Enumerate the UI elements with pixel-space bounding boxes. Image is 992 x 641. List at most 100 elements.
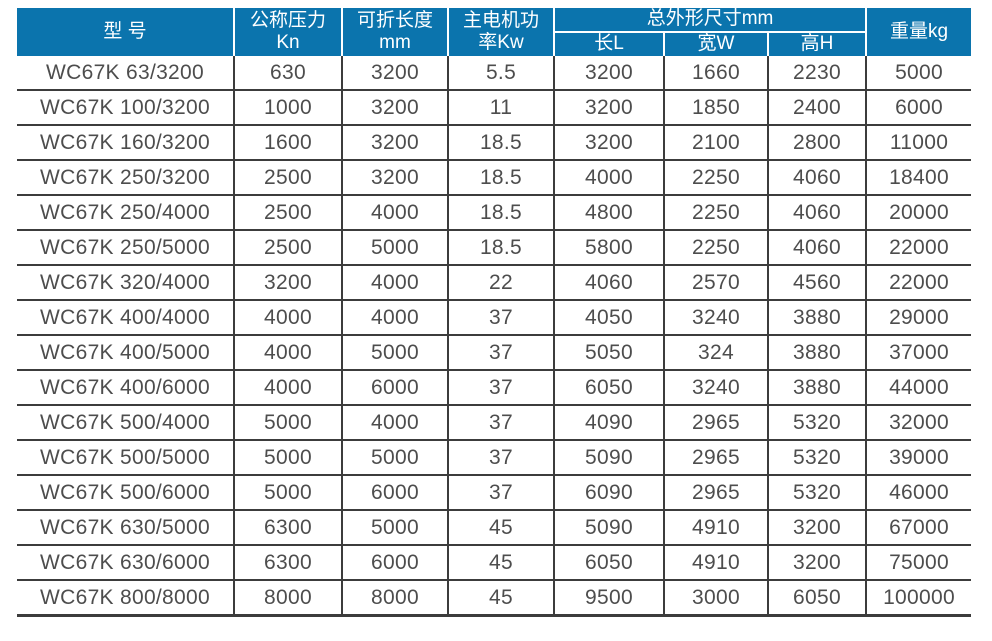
dim-h-cell: 3880 [766, 299, 867, 335]
motor-power-cell: 37 [447, 369, 554, 405]
weight-cell: 22000 [865, 264, 972, 300]
header-dim-length: 长L [553, 32, 664, 56]
dim-h-cell: 5320 [766, 439, 867, 475]
dim-l-cell: 3200 [553, 56, 664, 90]
fold-length-cell: 5000 [341, 439, 448, 475]
dim-l-cell: 4050 [553, 299, 664, 335]
dim-w-cell: 2965 [663, 404, 768, 440]
model-cell: WC67K 100/3200 [17, 89, 234, 125]
header-motor-power: 主电机功 率Kw [447, 8, 554, 56]
motor-power-cell: 18.5 [447, 124, 554, 160]
header-row-sub: 长L 宽W 高H [17, 32, 971, 56]
table-row: WC67K 630/5000 6300 5000 45 5090 4910 32… [17, 509, 972, 545]
table-row: WC67K 500/6000 5000 6000 37 6090 2965 53… [17, 474, 972, 510]
table-row: WC67K 800/8000 8000 8000 45 9500 3000 60… [17, 579, 972, 617]
dim-h-cell: 5320 [766, 474, 867, 510]
header-motor-power-label-2: 率Kw [478, 32, 524, 53]
pressure-cell: 4000 [233, 299, 342, 335]
header-fold-length: 可折长度 mm [341, 8, 448, 56]
dim-l-cell: 4060 [553, 264, 664, 300]
table-row: WC67K 630/6000 6300 6000 45 6050 4910 32… [17, 544, 972, 580]
pressure-cell: 8000 [233, 579, 342, 617]
dim-w-cell: 3000 [663, 579, 768, 617]
motor-power-cell: 37 [447, 334, 554, 370]
weight-cell: 75000 [865, 544, 972, 580]
motor-power-cell: 37 [447, 474, 554, 510]
fold-length-cell: 5000 [341, 229, 448, 265]
spec-table: 型 号 公称压力 Kn 可折长度 mm 主电机功 率Kw 总外形尺寸mm 重量k… [17, 8, 972, 617]
weight-cell: 5000 [865, 56, 972, 90]
fold-length-cell: 6000 [341, 474, 448, 510]
dim-w-cell: 2570 [663, 264, 768, 300]
dim-w-cell: 4910 [663, 509, 768, 545]
header-pressure-label: 公称压力 [249, 9, 326, 31]
dim-l-cell: 3200 [553, 124, 664, 160]
weight-cell: 20000 [865, 194, 972, 230]
weight-cell: 29000 [865, 299, 972, 335]
pressure-cell: 2500 [233, 159, 342, 195]
header-pressure-unit: Kn [276, 32, 300, 53]
table-row: WC67K 400/5000 4000 5000 37 5050 324 388… [17, 334, 972, 370]
model-cell: WC67K 160/3200 [17, 124, 234, 160]
fold-length-cell: 5000 [341, 509, 448, 545]
dim-l-cell: 5050 [553, 334, 664, 370]
fold-length-cell: 3200 [341, 89, 448, 125]
motor-power-cell: 5.5 [447, 56, 554, 90]
weight-cell: 67000 [865, 509, 972, 545]
dim-l-cell: 5800 [553, 229, 664, 265]
motor-power-cell: 18.5 [447, 194, 554, 230]
dim-h-cell: 3200 [766, 509, 867, 545]
weight-cell: 6000 [865, 89, 972, 125]
dim-w-cell: 3240 [663, 299, 768, 335]
pressure-cell: 630 [233, 56, 342, 90]
pressure-cell: 4000 [233, 334, 342, 370]
dim-h-cell: 4060 [766, 229, 867, 265]
motor-power-cell: 18.5 [447, 159, 554, 195]
pressure-cell: 3200 [233, 264, 342, 300]
model-cell: WC67K 400/6000 [17, 369, 234, 405]
header-pressure: 公称压力 Kn [233, 8, 342, 56]
dim-l-cell: 6090 [553, 474, 664, 510]
weight-cell: 11000 [865, 124, 972, 160]
model-cell: WC67K 320/4000 [17, 264, 234, 300]
table-row: WC67K 250/4000 2500 4000 18.5 4800 2250 … [17, 194, 972, 230]
weight-cell: 100000 [865, 579, 972, 617]
dim-w-cell: 1850 [663, 89, 768, 125]
model-cell: WC67K 250/4000 [17, 194, 234, 230]
fold-length-cell: 3200 [341, 124, 448, 160]
table-row: WC67K 63/3200 630 3200 5.5 3200 1660 223… [17, 56, 972, 90]
dim-h-cell: 3880 [766, 369, 867, 405]
header-dim-height: 高H [766, 32, 867, 56]
model-cell: WC67K 500/5000 [17, 439, 234, 475]
table-row: WC67K 100/3200 1000 3200 11 3200 1850 24… [17, 89, 972, 125]
table-row: WC67K 400/4000 4000 4000 37 4050 3240 38… [17, 299, 972, 335]
fold-length-cell: 3200 [341, 56, 448, 90]
dim-l-cell: 9500 [553, 579, 664, 617]
header-fold-length-label: 可折长度 [356, 9, 433, 31]
fold-length-cell: 6000 [341, 544, 448, 580]
pressure-cell: 4000 [233, 369, 342, 405]
table-row: WC67K 500/5000 5000 5000 37 5090 2965 53… [17, 439, 972, 475]
weight-cell: 32000 [865, 404, 972, 440]
dim-w-cell: 324 [663, 334, 768, 370]
weight-cell: 46000 [865, 474, 972, 510]
dim-h-cell: 3200 [766, 544, 867, 580]
fold-length-cell: 4000 [341, 299, 448, 335]
dim-w-cell: 2250 [663, 159, 768, 195]
dim-h-cell: 2800 [766, 124, 867, 160]
pressure-cell: 6300 [233, 544, 342, 580]
dim-l-cell: 5090 [553, 439, 664, 475]
motor-power-cell: 45 [447, 579, 554, 617]
dim-w-cell: 2965 [663, 474, 768, 510]
dim-w-cell: 1660 [663, 56, 768, 90]
model-cell: WC67K 400/5000 [17, 334, 234, 370]
table-row: WC67K 320/4000 3200 4000 22 4060 2570 45… [17, 264, 972, 300]
pressure-cell: 5000 [233, 404, 342, 440]
pressure-cell: 1000 [233, 89, 342, 125]
motor-power-cell: 45 [447, 544, 554, 580]
fold-length-cell: 4000 [341, 404, 448, 440]
table-body: WC67K 63/3200 630 3200 5.5 3200 1660 223… [17, 56, 972, 617]
dim-l-cell: 3200 [553, 89, 664, 125]
dim-h-cell: 3880 [766, 334, 867, 370]
fold-length-cell: 3200 [341, 159, 448, 195]
